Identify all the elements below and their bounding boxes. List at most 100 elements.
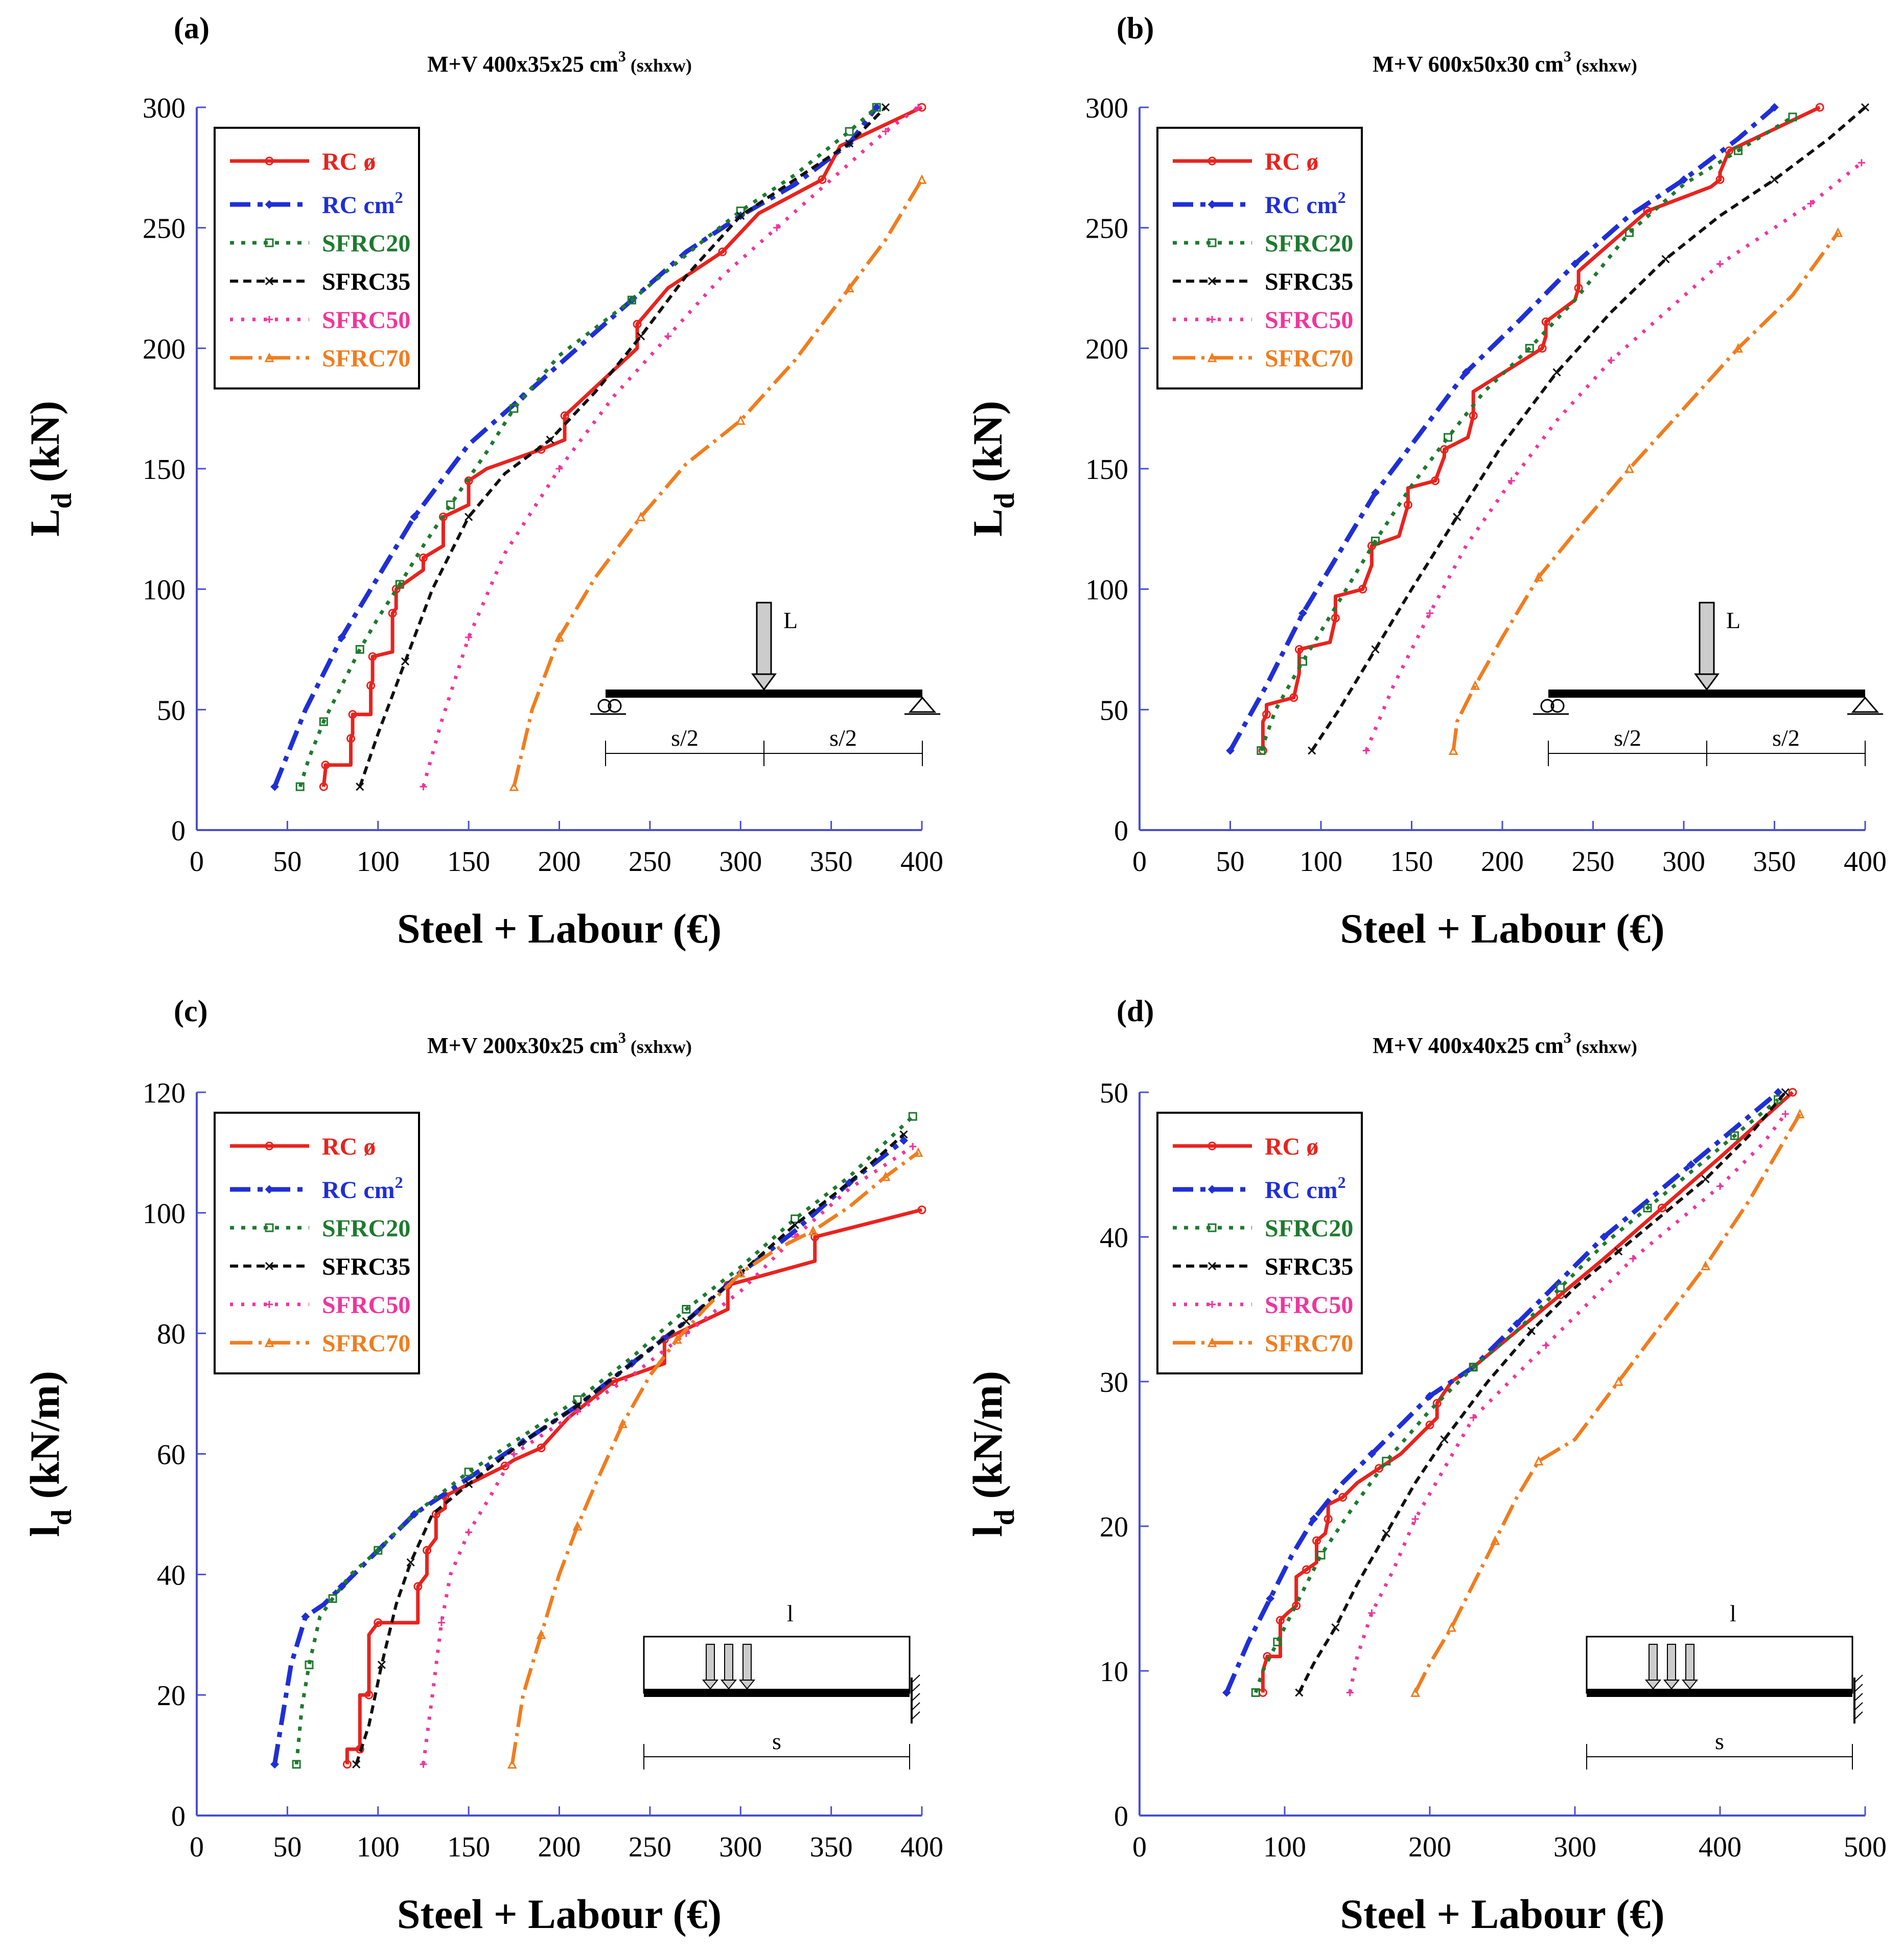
- data-point: [773, 224, 781, 232]
- series-sfrc50: [420, 104, 922, 791]
- load-arrow: [1685, 1644, 1694, 1681]
- data-point: [388, 609, 397, 618]
- data-point: [1490, 1535, 1500, 1545]
- series-line-sfrc70: [512, 178, 923, 788]
- data-point: [1469, 411, 1478, 420]
- panel-label: (d): [1117, 994, 1154, 1028]
- data-point: [1298, 657, 1307, 666]
- y-axis-label-unit: (kN/m): [21, 1371, 68, 1509]
- data-point: [1833, 227, 1843, 237]
- chart-title-main: M+V 400x40x25 cm: [1373, 1033, 1564, 1058]
- legend-marker-sfrc20: [265, 238, 274, 247]
- y-tick-label: 200: [143, 333, 185, 365]
- x-tick-label: 300: [1553, 1831, 1596, 1863]
- data-point: [1226, 746, 1235, 755]
- legend-box: [214, 127, 420, 389]
- data-point: [1371, 536, 1380, 545]
- x-tick-label: 0: [190, 1831, 204, 1863]
- y-tick-label: 150: [1085, 454, 1128, 486]
- data-point: [413, 1582, 423, 1591]
- y-tick-label: 50: [1100, 1077, 1128, 1109]
- y-axis-label-sub: d: [46, 493, 78, 509]
- x-tick-label: 300: [1662, 846, 1705, 878]
- legend: RC ø RC cm2 SFRC20 SFRC35 SFRC50 SFRC70: [1156, 127, 1363, 389]
- legend-label-rc_o: RC ø: [1265, 1133, 1318, 1160]
- data-point: [510, 1450, 518, 1458]
- series-line-rc_cm2: [272, 106, 878, 788]
- chart-title-main: M+V 400x35x25 cm: [427, 52, 618, 77]
- series-sfrc20: [1257, 112, 1797, 755]
- data-point: [560, 411, 569, 420]
- data-point: [1432, 1398, 1442, 1408]
- data-point: [1788, 1088, 1797, 1097]
- legend-marker-sfrc50: [266, 316, 273, 323]
- series-line-sfrc20: [294, 1115, 914, 1765]
- legend-text: SFRC20: [322, 1215, 410, 1242]
- data-point: [356, 783, 364, 791]
- data-point: [1613, 1376, 1623, 1386]
- chart-title: M+V 400x40x25 cm3 (sxhxw): [1373, 1029, 1637, 1058]
- data-point: [536, 1629, 546, 1639]
- data-point: [791, 1214, 800, 1224]
- data-point: [1574, 284, 1583, 292]
- data-point: [1294, 645, 1304, 654]
- data-point: [1857, 159, 1865, 167]
- data-point: [881, 103, 890, 112]
- legend-label-rc_cm2: RC cm2: [322, 1173, 403, 1204]
- fixed-support-hatch: [1854, 1711, 1863, 1720]
- data-point: [374, 1546, 383, 1555]
- legend-sup: 2: [395, 188, 403, 206]
- structure-diagram: ls: [1586, 1600, 1863, 1770]
- data-point: [1795, 1109, 1805, 1118]
- panel-b: (b) M+V 600x50x30 cm3 (sxhxw) 0 50 100 150 200…: [964, 11, 1887, 952]
- load-area: [643, 1636, 911, 1694]
- x-tick-label: 300: [719, 1831, 762, 1863]
- data-point: [1781, 1088, 1790, 1097]
- legend-text: SFRC35: [1265, 1253, 1353, 1280]
- data-point: [321, 761, 330, 770]
- data-point: [1346, 1689, 1354, 1696]
- data-point: [337, 633, 346, 642]
- legend-label-sfrc50: SFRC50: [322, 1292, 410, 1319]
- data-point: [1453, 513, 1461, 521]
- x-tick-label: 250: [629, 846, 671, 878]
- data-point: [1686, 1160, 1696, 1169]
- data-point: [355, 1744, 364, 1754]
- data-point: [810, 1232, 820, 1242]
- series-line-sfrc35: [1297, 1091, 1787, 1693]
- y-tick-label: 100: [143, 1198, 185, 1230]
- data-point: [1701, 1260, 1711, 1271]
- data-point: [395, 580, 404, 589]
- legend-marker-sfrc35: [1208, 1261, 1217, 1271]
- load-label: L: [783, 607, 798, 633]
- data-point: [410, 512, 419, 521]
- series-line-sfrc50: [1364, 161, 1863, 751]
- data-point: [438, 512, 448, 521]
- y-axis-label-sub: d: [46, 1509, 78, 1525]
- legend-label-sfrc20: SFRC20: [322, 230, 410, 257]
- y-axis-label: Ld (kN): [21, 401, 78, 537]
- data-point: [1289, 693, 1298, 702]
- pin-support: [908, 696, 937, 713]
- data-point: [1323, 1514, 1333, 1524]
- data-point: [546, 435, 554, 444]
- legend-box: [1156, 1112, 1363, 1374]
- fixed-support-hatch: [911, 1693, 920, 1702]
- data-point: [1552, 368, 1561, 377]
- legend-sup: 2: [1338, 1173, 1346, 1191]
- data-point: [735, 1268, 746, 1278]
- legend-text: SFRC70: [322, 1330, 410, 1357]
- series-sfrc35: [1308, 103, 1870, 755]
- series-sfrc20: [1251, 1095, 1783, 1697]
- legend-label-sfrc20: SFRC20: [1265, 230, 1353, 257]
- data-point: [1608, 356, 1615, 364]
- data-point: [1362, 747, 1370, 754]
- roller-support: [597, 699, 612, 713]
- load-arrow-head: [751, 673, 777, 691]
- series-sfrc35: [1295, 1088, 1790, 1697]
- chart-title-main: M+V 200x30x25 cm: [427, 1033, 618, 1058]
- x-tick-label: 200: [538, 1831, 581, 1863]
- load-arrow-head: [1694, 673, 1720, 691]
- load-arrow-head: [1663, 1680, 1680, 1690]
- y-tick-label: 40: [157, 1559, 185, 1591]
